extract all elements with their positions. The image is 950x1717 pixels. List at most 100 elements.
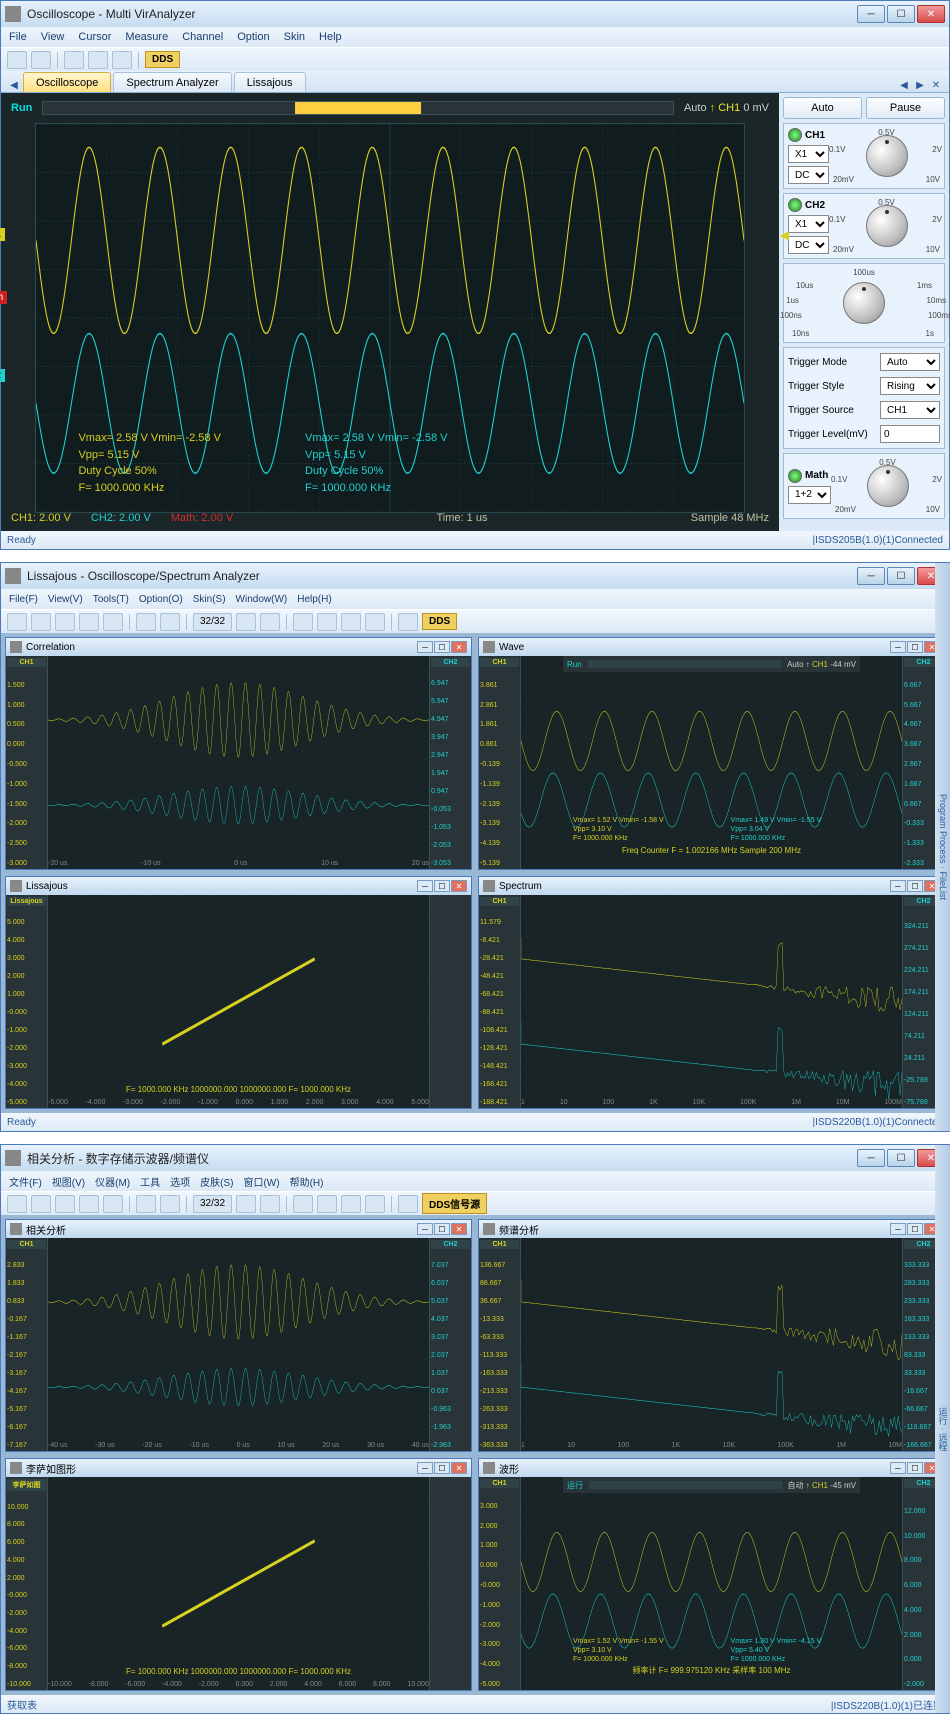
- tool-icon[interactable]: [79, 1195, 99, 1213]
- menu-channel[interactable]: Channel: [182, 31, 223, 43]
- minimize-button[interactable]: ─: [857, 5, 885, 23]
- min-icon[interactable]: ─: [417, 1223, 433, 1235]
- mdi-titlebar[interactable]: Wave ─☐✕: [479, 638, 944, 656]
- mdi-titlebar[interactable]: 频谱分析 ─☐✕: [479, 1220, 944, 1238]
- menu-item[interactable]: 窗口(W): [243, 1174, 279, 1189]
- titlebar[interactable]: Oscilloscope - Multi VirAnalyzer ─ ☐ ✕: [1, 1, 949, 27]
- menu-item[interactable]: Tools(T): [93, 594, 129, 605]
- ch2-coupling-select[interactable]: DC: [788, 236, 829, 254]
- ch2-mult-select[interactable]: X1: [788, 215, 829, 233]
- trig-style-select[interactable]: Rising: [880, 377, 940, 395]
- tool-icon[interactable]: [136, 1195, 156, 1213]
- mdi-body[interactable]: CH111.579-8.421-28.421-48.421-68.421-88.…: [479, 895, 944, 1108]
- tool-icon[interactable]: [365, 613, 385, 631]
- menu-item[interactable]: Window(W): [236, 594, 288, 605]
- tool-icon[interactable]: [317, 613, 337, 631]
- max-icon[interactable]: ☐: [907, 1462, 923, 1474]
- min-icon[interactable]: ─: [890, 1223, 906, 1235]
- menu-help[interactable]: Help: [319, 31, 342, 43]
- tool-icon[interactable]: [317, 1195, 337, 1213]
- trig-level-input[interactable]: [880, 425, 940, 443]
- tool-icon[interactable]: [31, 613, 51, 631]
- dds-button[interactable]: DDS信号源: [422, 1193, 487, 1214]
- ch1-vdiv-knob[interactable]: 0.5V 0.1V 2V 20mV 10V: [833, 128, 940, 184]
- mdi-body[interactable]: CH1136.66786.66736.667-13.333-63.333-113…: [479, 1238, 944, 1451]
- pause-button[interactable]: Pause: [866, 97, 945, 119]
- tool-icon[interactable]: [160, 1195, 180, 1213]
- ch1-coupling-select[interactable]: DC: [788, 166, 829, 184]
- maximize-button[interactable]: ☐: [887, 5, 915, 23]
- tab-spectrum[interactable]: Spectrum Analyzer: [113, 72, 231, 92]
- menu-item[interactable]: 选项: [170, 1174, 190, 1189]
- max-icon[interactable]: ☐: [907, 880, 923, 892]
- tab-oscilloscope[interactable]: Oscilloscope: [23, 72, 111, 92]
- tool-icon[interactable]: [103, 613, 123, 631]
- tool-icon[interactable]: [7, 51, 27, 69]
- menu-item[interactable]: Help(H): [297, 594, 331, 605]
- ch2-led-icon[interactable]: [788, 198, 802, 212]
- trigger-bar[interactable]: [42, 101, 674, 115]
- tool-icon[interactable]: [31, 1195, 51, 1213]
- min-icon[interactable]: ─: [890, 880, 906, 892]
- close-icon[interactable]: ✕: [451, 880, 467, 892]
- menu-file[interactable]: File: [9, 31, 27, 43]
- menu-item[interactable]: 皮肤(S): [200, 1174, 233, 1189]
- trig-source-select[interactable]: CH1: [880, 401, 940, 419]
- mdi-body[interactable]: CH13.0002.0001.0000.000-0.000-1.000-2.00…: [479, 1477, 944, 1690]
- maximize-button[interactable]: ☐: [887, 1149, 915, 1167]
- timebase-knob[interactable]: 100us 10us 1ms 1us 10ms 100ns 100ms 10ns…: [788, 268, 940, 338]
- tab-prev-icon[interactable]: ◀: [7, 78, 21, 92]
- menu-item[interactable]: 视图(V): [52, 1174, 85, 1189]
- close-icon[interactable]: ✕: [451, 1462, 467, 1474]
- mdi-body[interactable]: CH13.8612.8611.8610.861-0.139-1.139-2.13…: [479, 656, 944, 869]
- menu-cursor[interactable]: Cursor: [78, 31, 111, 43]
- tool-icon[interactable]: [398, 1195, 418, 1213]
- close-icon[interactable]: ✕: [451, 1223, 467, 1235]
- tool-icon[interactable]: [7, 1195, 27, 1213]
- min-icon[interactable]: ─: [417, 880, 433, 892]
- side-tabs[interactable]: Program Process · FileList: [935, 563, 950, 1131]
- tool-icon[interactable]: [365, 1195, 385, 1213]
- tool-icon[interactable]: [55, 613, 75, 631]
- tool-icon[interactable]: [293, 1195, 313, 1213]
- min-icon[interactable]: ─: [417, 1462, 433, 1474]
- menu-view[interactable]: View: [41, 31, 65, 43]
- math-vdiv-knob[interactable]: 0.5V 0.1V 2V 20mV 10V: [835, 458, 940, 514]
- trig-mode-select[interactable]: Auto: [880, 353, 940, 371]
- titlebar[interactable]: 相关分析 - 数字存储示波器/频谱仪 ─ ☐ ✕: [1, 1145, 949, 1171]
- dds-button[interactable]: DDS: [422, 613, 457, 630]
- menu-item[interactable]: Skin(S): [193, 594, 226, 605]
- ch1-mult-select[interactable]: X1: [788, 145, 829, 163]
- maximize-button[interactable]: ☐: [887, 567, 915, 585]
- ch1-led-icon[interactable]: [788, 128, 802, 142]
- max-icon[interactable]: ☐: [434, 1462, 450, 1474]
- tool-icon[interactable]: [88, 51, 108, 69]
- math-led-icon[interactable]: [788, 469, 802, 483]
- max-icon[interactable]: ☐: [907, 1223, 923, 1235]
- menu-item[interactable]: 帮助(H): [290, 1174, 324, 1189]
- mdi-body[interactable]: CH12.8331.8330.833-0.167-1.167-2.167-3.1…: [6, 1238, 471, 1451]
- trigger-level-marker[interactable]: ◀: [780, 228, 789, 242]
- menu-item[interactable]: 文件(F): [9, 1174, 42, 1189]
- tool-icon[interactable]: [112, 51, 132, 69]
- auto-button[interactable]: Auto: [783, 97, 862, 119]
- menu-option[interactable]: Option: [237, 31, 269, 43]
- minimize-button[interactable]: ─: [857, 567, 885, 585]
- tab-lissajous[interactable]: Lissajous: [234, 72, 306, 92]
- tab-nav-left-icon[interactable]: ◀: [897, 78, 911, 92]
- trigger-pos-marker[interactable]: ▼: [384, 123, 396, 126]
- mdi-titlebar[interactable]: 相关分析 ─☐✕: [6, 1220, 471, 1238]
- tool-icon[interactable]: [7, 613, 27, 631]
- menu-item[interactable]: File(F): [9, 594, 38, 605]
- tool-icon[interactable]: [398, 613, 418, 631]
- tool-icon[interactable]: [55, 1195, 75, 1213]
- tool-icon[interactable]: [236, 1195, 256, 1213]
- menu-skin[interactable]: Skin: [284, 31, 305, 43]
- min-icon[interactable]: ─: [890, 1462, 906, 1474]
- mdi-body[interactable]: Lissajous5.0004.0003.0002.0001.000-0.000…: [6, 895, 471, 1108]
- tool-icon[interactable]: [31, 51, 51, 69]
- ch2-vdiv-knob[interactable]: 0.5V 0.1V 2V 20mV 10V: [833, 198, 940, 254]
- tool-icon[interactable]: [64, 51, 84, 69]
- side-tabs[interactable]: 运行 · 远程: [935, 1145, 950, 1713]
- tool-icon[interactable]: [260, 613, 280, 631]
